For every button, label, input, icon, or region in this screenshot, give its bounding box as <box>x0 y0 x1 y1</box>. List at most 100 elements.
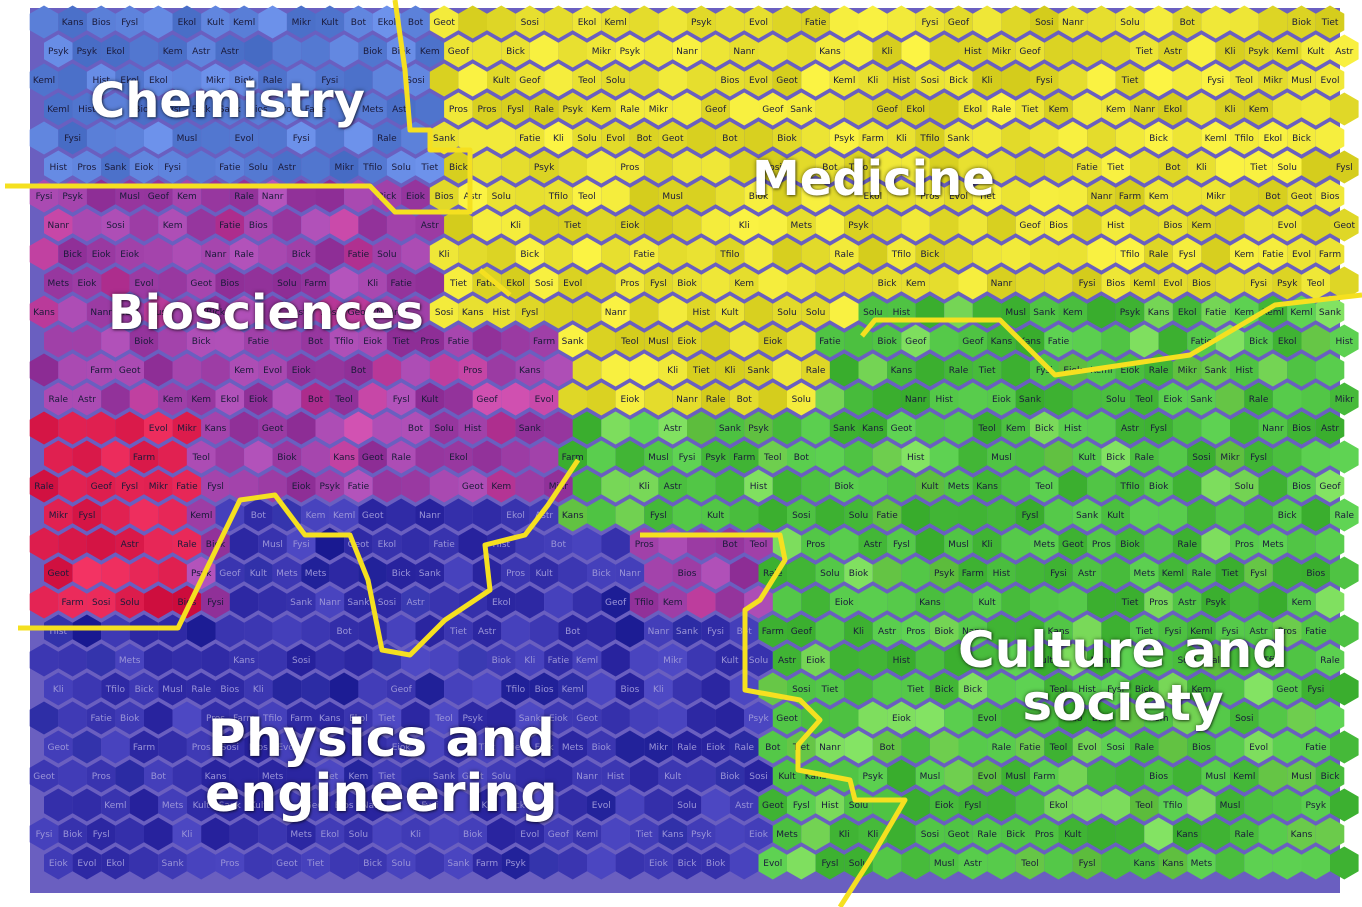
hex-cell <box>987 208 1016 242</box>
hex-cell-label: Astr <box>878 627 896 637</box>
hex-cell-label: Musl <box>934 859 955 869</box>
hex-cell <box>215 266 245 300</box>
hex-cell <box>401 527 430 561</box>
hex-cell-label: Kli <box>853 627 864 637</box>
hex-cell <box>229 469 259 503</box>
hex-cell <box>1215 556 1245 590</box>
hex-cell <box>844 208 873 242</box>
hex-cell <box>1001 63 1030 97</box>
hex-cell <box>1172 585 1202 619</box>
hex-cell-label: Fatie <box>248 337 270 347</box>
hex-cell-label: Kult <box>778 772 796 782</box>
hex-cell <box>372 5 402 39</box>
hex-cell <box>215 556 245 590</box>
hex-cell <box>644 324 673 358</box>
hex-cell-label: Kans <box>862 424 884 434</box>
hex-cell <box>1030 585 1059 619</box>
hex-cell <box>1158 150 1188 184</box>
hex-cell <box>272 556 302 590</box>
hex-cell-label: Psyk <box>505 859 526 869</box>
hex-cell <box>372 411 402 445</box>
hex-cell <box>915 817 945 851</box>
hex-cell-label: Evol <box>949 192 968 202</box>
hex-cell <box>1172 237 1202 271</box>
hex-cell <box>72 34 102 68</box>
hex-cell-label: Hist <box>92 76 110 86</box>
hex-cell-label: Geot <box>1276 685 1298 695</box>
hex-cell <box>715 585 745 619</box>
hex-cell-label: Sank <box>1076 511 1099 521</box>
hex-cell-label: Evol <box>520 830 539 840</box>
hex-cell-label: Mikr <box>1206 192 1225 202</box>
hex-cell-label: Musl <box>662 192 683 202</box>
hex-cell-label: Mikr <box>292 18 311 28</box>
hex-cell-label: Psyk <box>748 424 769 434</box>
hex-cell <box>1158 846 1188 880</box>
hex-cell-label: Biok <box>134 337 154 347</box>
hex-cell <box>144 817 173 851</box>
hex-cell-label: Evol <box>1320 76 1339 86</box>
hex-cell-label: Keml <box>1090 366 1112 376</box>
hex-cell <box>386 788 416 822</box>
hex-cell-label: Sank <box>347 598 370 608</box>
hex-cell-label: Psyk <box>462 714 483 724</box>
hex-cell-label: Psyk <box>320 482 341 492</box>
hex-cell <box>615 208 645 242</box>
hex-cell-label: Fysl <box>78 511 95 521</box>
hex-cell <box>244 556 273 590</box>
hex-cell-label: Eiok <box>706 743 726 753</box>
hex-cell <box>1187 846 1216 880</box>
hex-cell <box>1015 34 1045 68</box>
hex-cell <box>487 353 516 387</box>
hex-cell <box>1001 527 1030 561</box>
hex-cell-label: Sank <box>1033 308 1056 318</box>
hex-cell <box>358 324 387 358</box>
hex-cell <box>1172 817 1202 851</box>
hex-cell <box>572 585 602 619</box>
hex-cell <box>987 324 1016 358</box>
hex-cell <box>186 846 216 880</box>
hex-cell <box>972 411 1002 445</box>
hex-cell <box>601 295 630 329</box>
hex-cell-label: Bot <box>1165 163 1181 173</box>
hex-cell <box>458 179 487 213</box>
hex-cell <box>558 556 587 590</box>
hex-cell <box>758 324 787 358</box>
hex-cell-label: Geot <box>33 772 55 782</box>
hex-cell-label: Geot <box>1291 192 1313 202</box>
hex-cell <box>386 382 416 416</box>
hex-cell <box>487 469 516 503</box>
hex-cell <box>687 63 716 97</box>
hex-cell <box>572 179 602 213</box>
hex-cell <box>386 498 416 532</box>
hex-cell-label: Ekol <box>178 18 197 28</box>
hex-cell-label: Biok <box>849 569 869 579</box>
hex-cell <box>687 5 716 39</box>
hex-cell <box>329 614 359 648</box>
hex-cell-label: Keml <box>1133 279 1155 289</box>
hex-cell <box>1044 788 1073 822</box>
hex-cell-label: Kli <box>1225 47 1236 57</box>
hex-cell <box>1301 614 1330 648</box>
hex-cell <box>929 150 959 184</box>
hex-cell <box>1201 353 1230 387</box>
hex-cell-label: Kem <box>1149 192 1169 202</box>
hex-cell-label: Psyk <box>562 105 583 115</box>
hex-cell-label: Psyk <box>748 714 769 724</box>
hex-cell-label: Solu <box>792 395 811 405</box>
hex-cell <box>58 469 87 503</box>
hex-cell-label: Nanr <box>676 395 698 405</box>
hex-cell-label: Fatie <box>1019 743 1041 753</box>
hex-cell-label: Bick <box>592 569 612 579</box>
hex-cell-label: Kli <box>882 47 893 57</box>
hex-cell <box>1144 5 1173 39</box>
hex-cell <box>1072 324 1102 358</box>
hex-cell <box>615 672 645 706</box>
hex-cell <box>672 556 702 590</box>
hex-cell-label: Rale <box>949 366 969 376</box>
hex-cell-label: Biok <box>834 482 854 492</box>
hex-cell <box>1272 730 1302 764</box>
hex-cell <box>887 121 916 155</box>
hex-cell <box>1244 266 1273 300</box>
